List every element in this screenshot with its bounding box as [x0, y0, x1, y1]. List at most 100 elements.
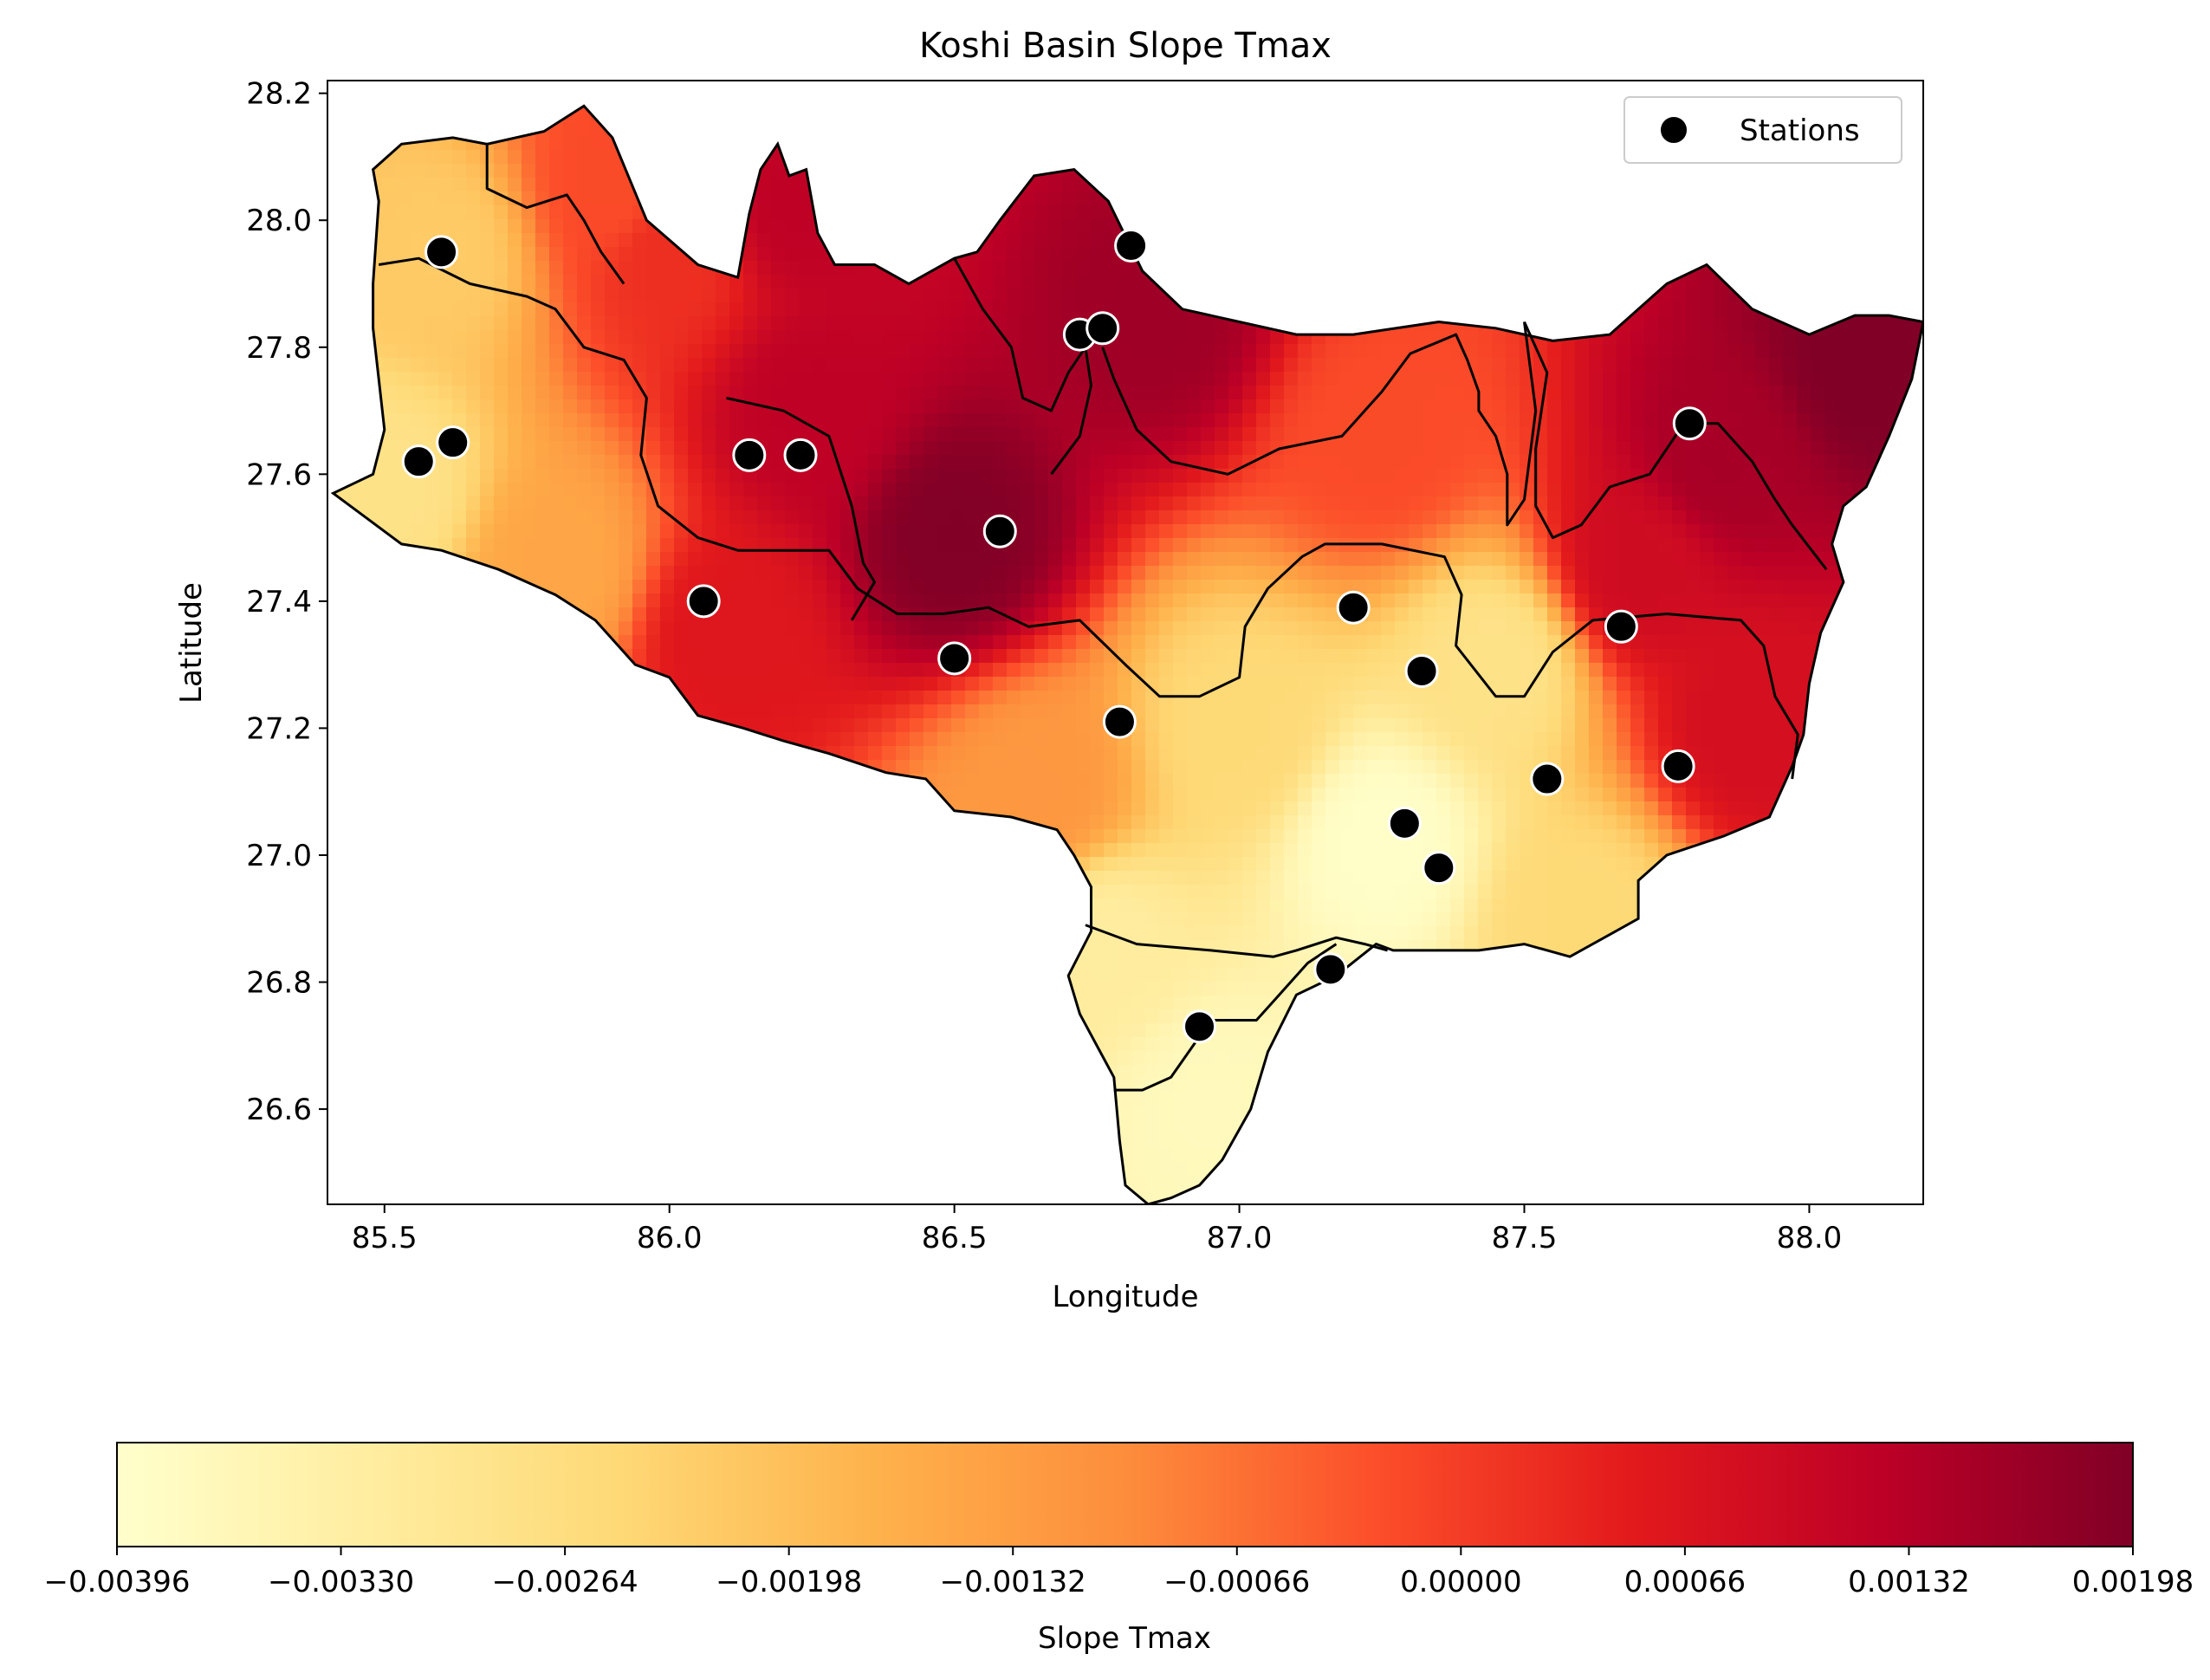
heat-cell: [729, 330, 744, 345]
heat-cell: [1076, 1065, 1091, 1080]
heat-cell: [1048, 594, 1063, 608]
heat-cell: [619, 1162, 633, 1177]
heat-cell: [1131, 1106, 1146, 1121]
heat-cell: [591, 552, 606, 567]
heat-cell: [840, 774, 855, 788]
heat-cell: [799, 344, 813, 359]
heat-cell: [522, 510, 536, 525]
heat-cell: [333, 1065, 342, 1080]
heat-cell: [743, 607, 758, 622]
heat-cell: [1062, 704, 1077, 719]
heat-cell: [854, 621, 869, 636]
heat-cell: [632, 483, 647, 497]
heat-cell: [535, 801, 550, 816]
heat-cell: [1131, 621, 1146, 636]
heat-cell: [452, 205, 467, 220]
heat-cell: [1076, 663, 1091, 678]
heat-cell: [522, 427, 536, 442]
heat-cell: [702, 1079, 716, 1093]
heat-cell: [826, 1148, 841, 1163]
heat-cell: [785, 815, 800, 830]
heat-cell: [425, 330, 439, 345]
heat-cell: [369, 1023, 384, 1038]
heat-cell: [632, 580, 647, 594]
heat-cell: [591, 968, 606, 983]
heat-cell: [757, 621, 772, 636]
heat-cell: [1048, 1009, 1063, 1024]
heat-cell: [1118, 996, 1132, 1010]
heat-cell: [466, 1148, 481, 1163]
heat-cell: [1090, 663, 1105, 678]
heat-cell: [508, 677, 522, 691]
heat-cell: [605, 81, 619, 95]
heat-cell: [1021, 594, 1035, 608]
heat-cell: [646, 746, 661, 761]
heat-cell: [965, 427, 980, 442]
heat-cell: [757, 1051, 772, 1066]
heat-cell: [826, 164, 841, 178]
heat-cell: [1145, 289, 1160, 303]
heat-cell: [341, 275, 356, 289]
heat-cell: [688, 732, 703, 747]
heat-cell: [369, 649, 384, 664]
heat-cell: [910, 857, 924, 872]
heat-cell: [438, 1162, 453, 1177]
heat-cell: [826, 538, 841, 553]
heat-cell: [1131, 191, 1146, 206]
heat-cell: [333, 954, 342, 969]
heat-cell: [397, 178, 412, 192]
heat-cell: [716, 885, 730, 899]
heat-cell: [466, 594, 481, 608]
heat-cell: [1007, 621, 1021, 636]
heat-cell: [674, 302, 689, 317]
heat-cell: [1048, 302, 1063, 317]
heat-cell: [716, 857, 730, 872]
heat-cell: [591, 441, 606, 456]
heat-cell: [1062, 205, 1077, 220]
heat-cell: [632, 1065, 647, 1080]
heat-cell: [1007, 801, 1021, 816]
heat-cell: [743, 106, 758, 109]
heat-cell: [993, 386, 1008, 400]
heat-cell: [674, 150, 689, 165]
heat-cell: [411, 857, 425, 872]
heat-cell: [369, 898, 384, 913]
heat-cell: [674, 718, 689, 733]
heat-cell: [1034, 843, 1049, 858]
heat-cell: [452, 1134, 467, 1149]
heat-cell: [1007, 275, 1021, 289]
heat-cell: [452, 289, 467, 303]
heat-cell: [674, 330, 689, 345]
heat-cell: [771, 857, 786, 872]
heat-cell: [452, 496, 467, 511]
heat-cell: [937, 552, 952, 567]
heat-cell: [702, 968, 716, 983]
heat-cell: [799, 81, 813, 95]
heat-cell: [577, 996, 592, 1010]
heat-cell: [577, 358, 592, 373]
heat-cell: [425, 1023, 439, 1038]
heat-cell: [1048, 510, 1063, 525]
heat-cell: [632, 289, 647, 303]
heat-cell: [632, 164, 647, 178]
heat-cell: [1118, 1120, 1132, 1135]
heat-cell: [993, 164, 1008, 178]
heat-cell: [1159, 413, 1174, 428]
heat-cell: [660, 106, 675, 109]
heat-cell: [466, 524, 481, 539]
heat-cell: [605, 219, 619, 234]
heat-cell: [1076, 898, 1091, 913]
heat-cell: [716, 1079, 730, 1093]
heat-cell: [1048, 108, 1063, 123]
heat-cell: [1090, 594, 1105, 608]
heat-cell: [646, 788, 661, 802]
heat-cell: [674, 1190, 689, 1204]
heat-cell: [369, 205, 384, 220]
heat-cell: [508, 455, 522, 470]
heat-cell: [563, 912, 578, 927]
heat-cell: [563, 621, 578, 636]
heat-cell: [480, 774, 495, 788]
heat-cell: [910, 982, 924, 996]
heat-cell: [813, 968, 827, 983]
heat-cell: [522, 1120, 536, 1135]
